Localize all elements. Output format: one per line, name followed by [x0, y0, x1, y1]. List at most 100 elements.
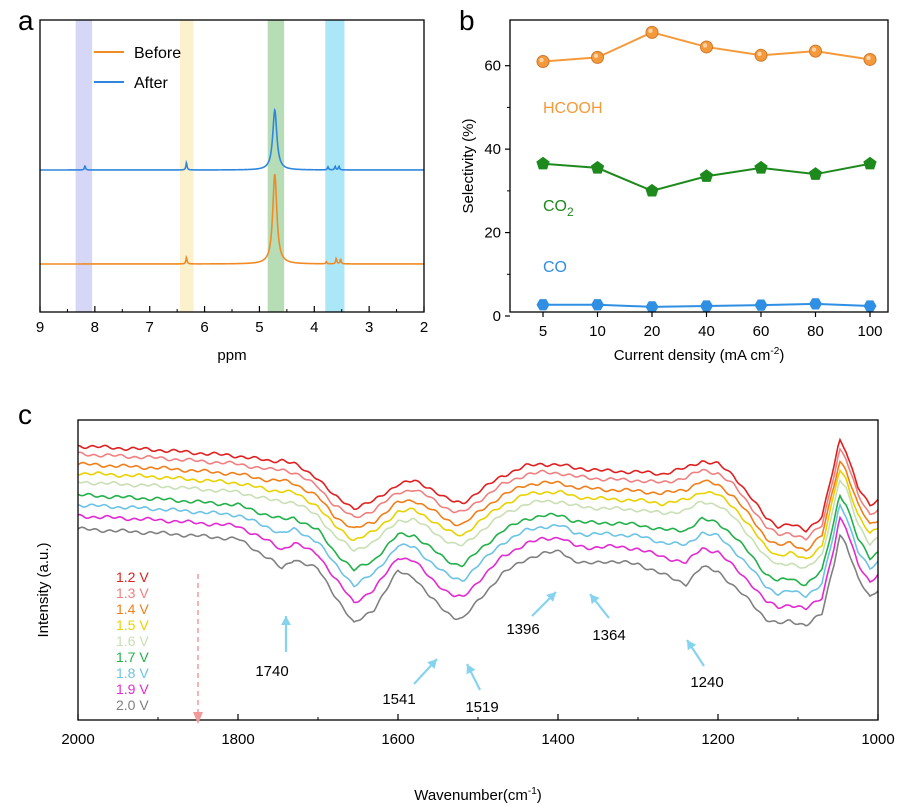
- panel-c-xlabel-main: Wavenumber(cm: [414, 787, 528, 804]
- annotation-label-1396: 1396: [506, 621, 539, 638]
- spectrum-19V: [77, 513, 879, 611]
- panel-label-b: b: [459, 5, 475, 36]
- panel-a-nmr: 9 8 7 6 5 4 3 2 Before After ppm: [36, 19, 428, 364]
- annotation-arrowhead-1240: [687, 640, 697, 651]
- x-tick-label-7: 7: [146, 319, 154, 336]
- x-tick-label-8: 8: [91, 319, 99, 336]
- legend-17V: 1.7 V: [116, 649, 149, 665]
- legend-19V: 1.9 V: [116, 681, 149, 697]
- co2-label-sub: 2: [567, 205, 574, 219]
- point-highlight: [866, 55, 871, 61]
- annotation-label-1740: 1740: [255, 663, 288, 680]
- point-highlight: [811, 47, 817, 52]
- annotation-label-1519: 1519: [465, 699, 498, 716]
- spectrum-20V: [77, 526, 879, 627]
- panel-c-xlabel-sup: -1: [528, 786, 537, 797]
- point-highlight: [648, 28, 653, 34]
- annotation-label-1541: 1541: [382, 691, 415, 708]
- x-tick-label-1000: 1000: [861, 731, 894, 748]
- x-tick-label-1200: 1200: [701, 731, 734, 748]
- point-co-100: [863, 300, 877, 312]
- x-tick-label-80: 80: [807, 323, 824, 340]
- series-label-co2: CO2: [543, 198, 574, 219]
- x-tick-label-1400: 1400: [541, 731, 574, 748]
- legend-15V: 1.5 V: [116, 617, 149, 633]
- point-co2-80: [808, 167, 823, 180]
- legend-before: Before: [134, 45, 181, 62]
- spectrum-before: [40, 173, 424, 265]
- x-tick-label-9: 9: [36, 319, 44, 336]
- point-co2-60: [754, 160, 768, 174]
- spectrum-16V: [77, 478, 879, 569]
- panel-b-xlabel: Current density (mA cm-2): [614, 346, 785, 364]
- panel-c-xlabel-end: ): [537, 787, 542, 804]
- panel-label-a: a: [18, 5, 34, 36]
- legend-14V: 1.4 V: [116, 601, 149, 617]
- point-co-60: [754, 299, 768, 311]
- x-tick-label-1800: 1800: [221, 731, 254, 748]
- highlight-band-0: [75, 20, 93, 312]
- panel-c-ylabel: Intensity (a.u.): [35, 542, 52, 637]
- spectrum-13V: [77, 447, 879, 541]
- spectrum-15V: [77, 468, 879, 560]
- panel-a-legend: Before After: [94, 45, 181, 92]
- x-tick-label-3: 3: [365, 319, 373, 336]
- panel-a-frame: [39, 19, 425, 313]
- panel-a-xlabel: ppm: [217, 347, 246, 364]
- point-highlight: [757, 51, 762, 56]
- x-tick-label-60: 60: [753, 323, 770, 340]
- series-label-hcooh: HCOOH: [543, 100, 603, 117]
- highlight-band-2: [267, 20, 285, 312]
- panel-b-xlabel-sup: -2: [770, 346, 779, 357]
- legend-after: After: [134, 75, 168, 92]
- annotation-arrowhead-1740: [281, 616, 291, 625]
- annotation-label-1364: 1364: [592, 627, 625, 644]
- spectrum-18V: [77, 502, 879, 599]
- legend-20V: 2.0 V: [116, 697, 149, 713]
- x-tick-label-40: 40: [698, 323, 715, 340]
- y-tick-label-0: 0: [493, 308, 501, 325]
- x-tick-label-5: 5: [539, 323, 547, 340]
- panel-b-selectivity: 5 10 20 40 60 80 100 0 20 40 60 HCOOH CO2 CO Selec…: [460, 19, 889, 364]
- point-highlight: [539, 57, 544, 63]
- legend-16V: 1.6 V: [116, 633, 149, 649]
- annotation-label-1240: 1240: [690, 674, 723, 691]
- y-tick-label-20: 20: [484, 225, 501, 242]
- point-co-80: [809, 298, 822, 310]
- voltage-trend-arrowhead: [193, 712, 203, 724]
- spectrum-17V: [77, 492, 879, 587]
- point-highlight: [702, 43, 708, 48]
- panel-b-frame: [509, 19, 889, 313]
- point-co2-100: [863, 156, 877, 170]
- x-tick-label-2: 2: [420, 319, 428, 336]
- point-co-40: [700, 300, 713, 312]
- panel-c-ir: 2000 1800 1600 1400 1200 1000 1.2 V1.3 V1.4 V…: [35, 419, 895, 804]
- annotation-arrowhead-1541: [427, 659, 437, 670]
- x-tick-label-5: 5: [255, 319, 263, 336]
- point-co2-20: [645, 183, 659, 197]
- x-tick-label-100: 100: [857, 323, 882, 340]
- y-tick-label-40: 40: [484, 141, 501, 158]
- x-tick-label-10: 10: [589, 323, 606, 340]
- spectrum-12V: [77, 437, 879, 533]
- spectrum-after: [40, 107, 424, 171]
- panel-c-xlabel: Wavenumber(cm-1): [414, 786, 542, 804]
- panel-b-xlabel-main: Current density (mA cm: [614, 347, 771, 364]
- annotation-arrowhead-1519: [466, 664, 476, 675]
- annotation-arrowhead-1396: [546, 592, 556, 602]
- point-co2-5: [536, 156, 550, 170]
- point-co-20: [645, 301, 659, 313]
- x-tick-label-6: 6: [200, 319, 208, 336]
- spectrum-14V: [77, 459, 879, 552]
- x-tick-label-2000: 2000: [61, 731, 94, 748]
- y-tick-label-60: 60: [484, 58, 501, 75]
- panel-b-ylabel: Selectivity (%): [460, 118, 477, 213]
- series-label-co: CO: [543, 259, 567, 276]
- point-co2-40: [699, 169, 714, 182]
- annotation-arrowhead-1364: [590, 594, 600, 605]
- point-highlight: [593, 53, 599, 59]
- legend-18V: 1.8 V: [116, 665, 149, 681]
- legend-13V: 1.3 V: [116, 585, 149, 601]
- x-tick-label-20: 20: [644, 323, 661, 340]
